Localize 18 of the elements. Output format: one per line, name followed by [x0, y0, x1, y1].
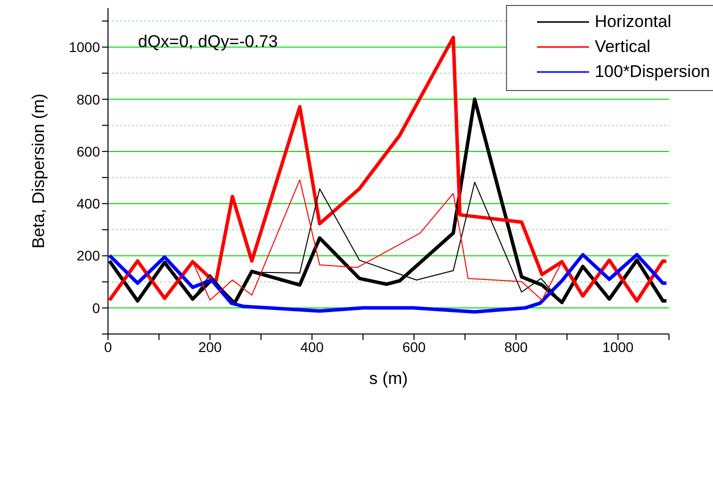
y-tick-label: 0: [92, 300, 100, 316]
x-tick-label: 1000: [602, 338, 634, 355]
x-tick-label: 600: [402, 338, 426, 355]
legend-label: 100*Dispersion: [594, 62, 710, 82]
y-axis-title: Beta, Dispersion (m): [29, 94, 48, 248]
y-tick-label: 1000: [68, 39, 100, 56]
x-tick-label: 200: [198, 338, 222, 355]
x-axis-title: s (m): [369, 369, 408, 388]
y-tick-label: 400: [76, 196, 100, 212]
x-tick-label: 400: [300, 338, 324, 355]
x-tick-label: 800: [504, 338, 528, 355]
x-tick-label: 0: [104, 338, 112, 355]
y-tick-label: 800: [76, 91, 100, 108]
annotation: dQx=0, dQy=-0.73: [138, 32, 278, 52]
y-tick-label: 600: [76, 143, 100, 160]
y-tick-label: 200: [76, 248, 100, 264]
legend-label: Horizontal: [594, 12, 672, 32]
legend-label: Vertical: [594, 36, 650, 56]
